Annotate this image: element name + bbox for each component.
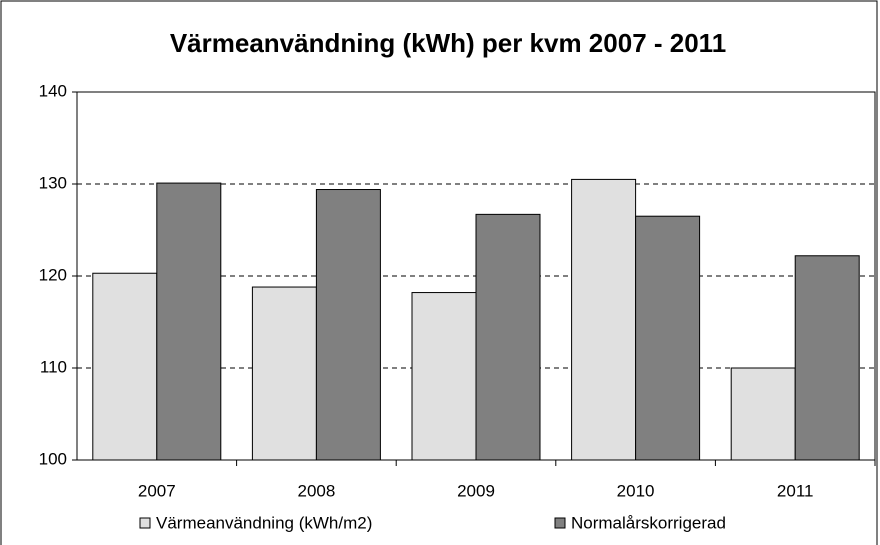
legend-label: Normalårskorrigerad — [571, 513, 726, 532]
bar — [315, 189, 381, 461]
bar — [794, 255, 860, 461]
bar — [251, 286, 317, 461]
y-tick-label: 140 — [39, 81, 67, 100]
bar — [92, 272, 158, 461]
x-tick-label: 2011 — [777, 481, 814, 500]
bar — [156, 182, 222, 461]
legend-swatch — [554, 517, 566, 529]
legend-swatch — [139, 517, 151, 529]
x-tick-label: 2009 — [457, 481, 495, 500]
chart-title: Värmeanvändning (kWh) per kvm 2007 - 201… — [170, 28, 726, 58]
legend-label: Värmeanvändning (kWh/m2) — [156, 513, 372, 532]
x-tick-label: 2007 — [138, 481, 176, 500]
bar — [730, 367, 796, 461]
bar — [475, 213, 541, 461]
x-tick-label: 2010 — [617, 481, 655, 500]
bar — [635, 215, 701, 461]
bar — [571, 178, 637, 461]
y-tick-label: 120 — [39, 265, 67, 284]
bar — [411, 292, 477, 461]
y-tick-label: 110 — [40, 357, 67, 376]
y-tick-label: 100 — [39, 449, 67, 468]
plot-border — [76, 91, 876, 461]
y-tick-label: 130 — [39, 173, 67, 192]
x-tick-label: 2008 — [297, 481, 335, 500]
